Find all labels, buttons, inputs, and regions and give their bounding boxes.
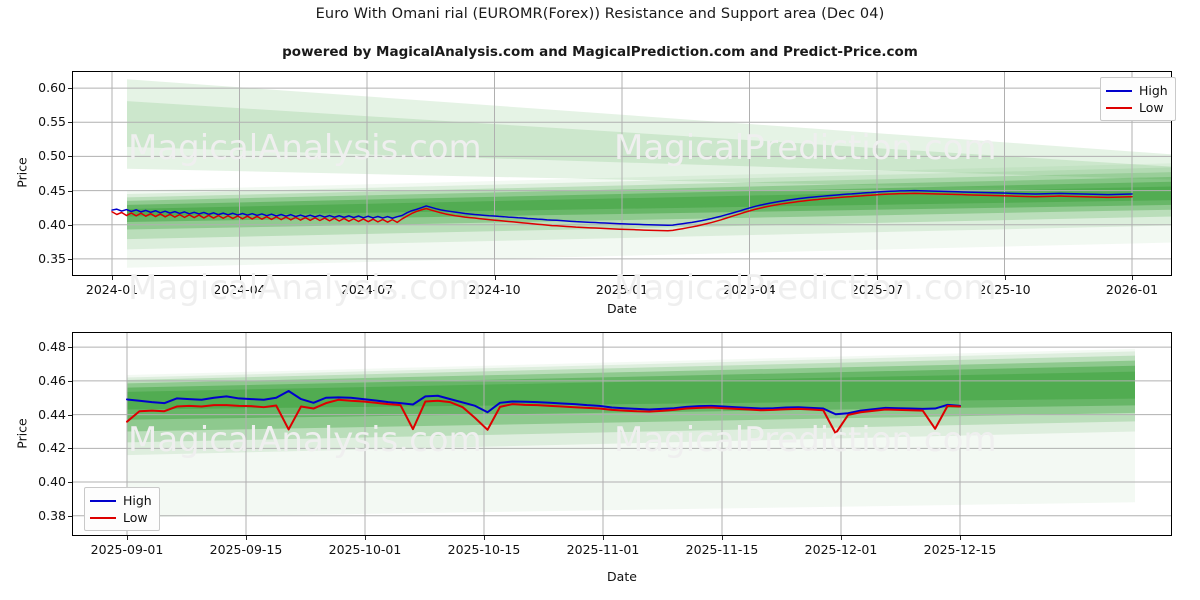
x-tick-mark	[127, 536, 128, 540]
y-tick-mark	[68, 482, 72, 484]
x-tick-label: 2025-04	[723, 282, 776, 297]
y-tick-mark	[68, 122, 72, 124]
legend-swatch-low	[90, 516, 116, 519]
y-tick-label: 0.40	[38, 216, 66, 232]
x-tick-mark	[494, 276, 496, 280]
legend-label-low: Low	[123, 510, 148, 525]
y-tick-label: 0.35	[38, 250, 66, 266]
overview-x-axis-label: Date	[607, 301, 637, 316]
overview-chart-panel	[72, 71, 1172, 276]
legend-row-high: High	[90, 492, 152, 509]
x-tick-label: 2025-10	[978, 282, 1031, 297]
y-tick-label: 0.40	[38, 474, 66, 490]
zoom-chart-panel	[72, 332, 1172, 536]
y-tick-label: 0.50	[38, 148, 66, 164]
zoom-x-axis-label: Date	[607, 569, 637, 584]
x-tick-label: 2025-07	[850, 282, 904, 297]
zoom-plot-area	[72, 332, 1172, 536]
x-tick-mark	[749, 276, 751, 280]
legend-label-high: High	[1139, 83, 1168, 98]
y-tick-mark	[68, 448, 72, 450]
x-tick-mark	[246, 536, 247, 540]
x-tick-mark	[112, 276, 113, 280]
overview-legend: High Low	[1100, 77, 1176, 121]
page-subtitle: powered by MagicalAnalysis.com and Magic…	[282, 44, 918, 60]
legend-swatch-high	[90, 499, 116, 502]
x-tick-mark	[1132, 276, 1133, 280]
x-tick-label: 2025-11-15	[685, 542, 759, 557]
x-tick-label: 2025-09-15	[209, 542, 283, 557]
legend-swatch-high	[1106, 89, 1132, 92]
legend-label-high: High	[123, 493, 152, 508]
x-tick-mark	[484, 536, 485, 540]
x-tick-mark	[603, 536, 604, 540]
legend-label-low: Low	[1139, 100, 1164, 115]
x-tick-mark	[841, 536, 842, 540]
x-tick-label: 2025-11-01	[566, 542, 640, 557]
x-tick-label: 2025-10-15	[447, 542, 521, 557]
overview-plot-area	[72, 71, 1172, 276]
x-tick-label: 2025-12-15	[923, 542, 997, 557]
legend-row-high: High	[1106, 82, 1168, 99]
y-tick-label: 0.48	[38, 339, 66, 355]
y-tick-mark	[68, 380, 72, 382]
x-tick-label: 2025-09-01	[90, 542, 164, 557]
x-tick-mark	[622, 276, 623, 280]
y-tick-mark	[68, 515, 72, 517]
x-tick-label: 2025-12-01	[804, 542, 878, 557]
x-tick-label: 2026-01	[1105, 282, 1159, 297]
legend-row-low: Low	[90, 509, 152, 526]
x-tick-label: 2025-10-01	[328, 542, 402, 557]
y-tick-label: 0.44	[38, 406, 66, 422]
x-tick-mark	[1004, 276, 1006, 280]
y-tick-mark	[68, 414, 72, 416]
y-tick-mark	[68, 347, 72, 349]
x-tick-mark	[722, 536, 723, 540]
x-tick-mark	[365, 536, 366, 540]
x-tick-label: 2024-07	[340, 282, 394, 297]
y-tick-mark	[68, 88, 72, 90]
zoom-plot-frame	[72, 332, 1172, 536]
y-tick-label: 0.42	[38, 440, 66, 456]
x-tick-label: 2024-10	[468, 282, 521, 297]
x-tick-mark	[960, 536, 961, 540]
y-tick-label: 0.45	[38, 182, 66, 198]
x-tick-mark	[877, 276, 878, 280]
legend-row-low: Low	[1106, 99, 1168, 116]
y-tick-mark	[68, 156, 72, 158]
x-tick-label: 2025-01	[595, 282, 649, 297]
y-tick-mark	[68, 224, 72, 226]
x-tick-mark	[239, 276, 241, 280]
overview-plot-frame	[72, 71, 1172, 276]
y-tick-label: 0.38	[38, 507, 66, 523]
y-tick-label: 0.55	[38, 114, 66, 130]
y-tick-mark	[68, 258, 72, 260]
page-title: Euro With Omani rial (EUROMR(Forex)) Res…	[315, 6, 885, 22]
zoom-legend: High Low	[84, 487, 160, 531]
legend-swatch-low	[1106, 106, 1132, 109]
x-tick-label: 2024-01	[85, 282, 139, 297]
x-tick-label: 2024-04	[213, 282, 266, 297]
y-tick-label: 0.46	[38, 372, 66, 388]
y-tick-mark	[68, 190, 72, 192]
x-tick-mark	[367, 276, 368, 280]
y-tick-label: 0.60	[38, 80, 66, 96]
